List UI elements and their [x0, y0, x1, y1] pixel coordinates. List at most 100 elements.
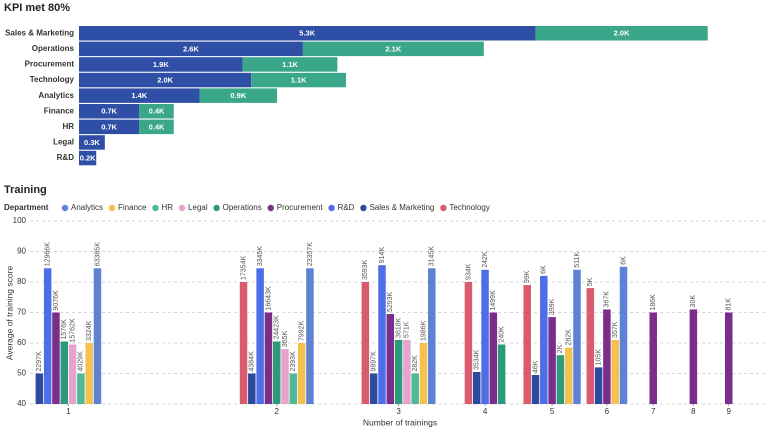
bar-label: 2393K	[290, 351, 297, 372]
data-label: 1.4K	[131, 91, 147, 100]
bar-segment	[139, 104, 174, 119]
bar-label: 242K	[482, 251, 489, 268]
bar	[93, 268, 102, 404]
data-label: 2.6K	[183, 44, 199, 53]
x-tick-label: 6	[605, 407, 610, 416]
y-tick-label: 90	[17, 247, 26, 256]
bar-label: 81K	[726, 298, 733, 311]
bar-label: 24423K	[274, 315, 281, 339]
bar	[540, 275, 548, 404]
bar	[52, 312, 60, 404]
bar	[472, 371, 481, 404]
legend-label: Technology	[449, 203, 489, 212]
x-tick-label: 3	[396, 407, 401, 416]
bar-segment	[242, 57, 338, 72]
bar-label: 367K	[604, 291, 611, 308]
bar-label: 5293K	[387, 291, 394, 312]
y-axis-label: Average of training score	[4, 266, 14, 361]
legend-marker	[328, 204, 335, 212]
bar	[394, 339, 403, 404]
data-label: 2.1K	[385, 44, 401, 53]
bar	[378, 265, 386, 404]
bar	[369, 373, 378, 404]
data-label: 5.3K	[299, 29, 315, 38]
legend-label: Procurement	[277, 203, 324, 212]
bar	[464, 282, 473, 404]
bar-segment	[79, 88, 200, 103]
data-label: 0.2K	[80, 154, 96, 163]
category-label: Analytics	[38, 91, 74, 100]
bar-segment	[79, 104, 140, 119]
bar	[594, 367, 603, 404]
bar-segment	[251, 72, 346, 88]
bar	[548, 317, 556, 404]
data-label: 2.0K	[614, 29, 630, 38]
bar-segment	[79, 26, 536, 41]
bar-label: 1576K	[61, 319, 68, 340]
bar-label: 6K	[620, 256, 627, 265]
legend-label: Finance	[118, 203, 147, 212]
category-label: Operations	[32, 44, 75, 53]
bar	[481, 269, 489, 404]
bar	[419, 343, 428, 404]
x-tick-label: 5	[550, 407, 555, 416]
legend-marker	[178, 204, 186, 212]
kpi-title: KPI met 80%	[4, 2, 70, 14]
category-label: Legal	[53, 138, 74, 147]
bar-label: 7992K	[298, 320, 305, 341]
bar	[248, 373, 256, 404]
training-title: Training	[4, 184, 47, 196]
bar-label: 914K	[379, 247, 386, 264]
bar	[564, 347, 573, 404]
bar-label: 1986K	[420, 320, 427, 341]
bar-label: 186K	[650, 294, 657, 311]
bar-segment	[79, 119, 140, 135]
bar	[256, 268, 264, 404]
category-label: R&D	[57, 153, 75, 162]
bar	[272, 341, 281, 404]
bar-segment	[302, 41, 484, 57]
bar-label: 282K	[566, 329, 573, 346]
bar-label: 934K	[465, 263, 472, 280]
bar-label: 2297K	[36, 351, 43, 372]
bar	[77, 373, 85, 404]
bar-label: 63385K	[94, 242, 101, 266]
bar-label: 365K	[282, 330, 289, 347]
y-tick-label: 70	[17, 308, 26, 317]
legend-label: HR	[161, 203, 173, 212]
bar	[556, 355, 565, 404]
bar-label: 99K	[524, 270, 531, 283]
bar-label: 46K	[532, 360, 539, 373]
bar-label: 3593K	[362, 259, 369, 280]
category-label: Finance	[44, 106, 75, 115]
bar-label: 30K	[690, 295, 697, 308]
x-tick-label: 9	[727, 407, 732, 416]
bar	[611, 339, 619, 404]
x-tick-label: 1	[66, 407, 71, 416]
bar	[523, 285, 531, 404]
data-label: 0.3K	[84, 138, 100, 147]
bar-label: 571K	[404, 321, 411, 338]
bar	[689, 309, 698, 404]
bar	[725, 312, 733, 404]
bar-segment	[139, 119, 174, 135]
bar	[573, 269, 581, 404]
x-axis-label: Number of trainings	[363, 417, 437, 427]
bar	[411, 373, 419, 404]
data-label: 0.7K	[101, 122, 117, 131]
category-label: HR	[62, 122, 74, 131]
bar-label: 15762K	[69, 318, 76, 342]
category-label: Procurement	[25, 60, 75, 69]
bar-label: 357K	[612, 321, 619, 338]
bar	[619, 266, 628, 404]
bar-label: 3145K	[429, 246, 436, 267]
bar-segment	[199, 88, 278, 103]
data-label: 1.1K	[282, 60, 298, 69]
bar	[43, 268, 52, 404]
bar	[289, 373, 298, 404]
bar	[531, 375, 540, 404]
legend-label: R&D	[338, 203, 355, 212]
data-label: 1.9K	[153, 60, 169, 69]
bar-label: 3324K	[86, 320, 93, 341]
bar-label: 5K	[587, 277, 594, 286]
